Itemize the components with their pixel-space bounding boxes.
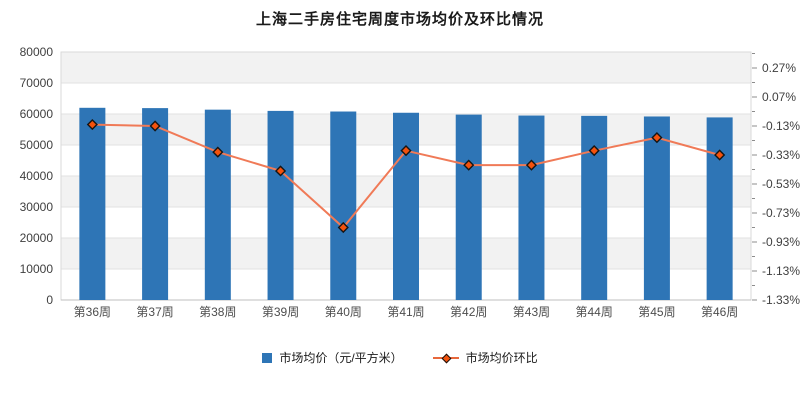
data-point-marker (588, 145, 600, 157)
data-point-marker (149, 120, 161, 132)
secondary-axis-label: 0.27% (762, 61, 796, 75)
bar (142, 108, 169, 300)
data-point-marker (400, 145, 412, 157)
bar (267, 110, 294, 301)
data-point-marker (463, 159, 475, 171)
y-axis-label: 0 (46, 293, 53, 307)
secondary-axis-label: 0.07% (762, 90, 796, 104)
secondary-axis-label: -0.13% (762, 119, 800, 133)
y-axis-label: 50000 (20, 138, 54, 152)
y-axis-label: 30000 (20, 200, 54, 214)
x-axis-label: 第45周 (638, 305, 675, 319)
x-axis-label: 第37周 (136, 305, 173, 319)
bar (330, 111, 357, 301)
x-axis-label: 第39周 (262, 305, 299, 319)
y-axis-label: 40000 (20, 169, 54, 183)
plot-band (61, 52, 751, 83)
secondary-axis-label: -1.13% (762, 264, 800, 278)
x-axis-label: 第41周 (387, 305, 424, 319)
chart-canvas: 80000 70000 60000 50000 40000 30000 20000 10000… (20, 45, 800, 319)
plot-band (61, 83, 751, 114)
x-axis-label: 第36周 (74, 305, 111, 319)
x-axis-label: 第46周 (701, 305, 738, 319)
legend-label-price: 市场均价（元/平方米） (279, 351, 403, 365)
data-point-marker (651, 132, 663, 144)
y-axis-label: 60000 (20, 107, 54, 121)
legend-label-wow: 市场均价环比 (465, 351, 538, 365)
bar (643, 116, 670, 300)
bar (581, 115, 608, 300)
secondary-axis-label: -0.73% (762, 206, 800, 220)
secondary-axis-label: -1.33% (762, 293, 800, 307)
bar-series-swatch-icon (262, 352, 273, 363)
y-axis-label: 10000 (20, 262, 54, 276)
x-axis-label: 第42周 (450, 305, 487, 319)
secondary-axis-label: -0.53% (762, 177, 800, 191)
line-series-swatch-icon (432, 353, 459, 363)
secondary-axis-label: -0.33% (762, 148, 800, 162)
y-axis-label: 80000 (20, 45, 54, 59)
x-axis-label: 第38周 (199, 305, 236, 319)
y-axis-label: 70000 (20, 76, 54, 90)
bar (393, 112, 419, 300)
bar (518, 115, 545, 300)
legend: 市场均价（元/平方米） 市场均价环比 (0, 349, 800, 366)
data-point-marker (337, 221, 349, 234)
legend-item-price: 市场均价（元/平方米） (262, 349, 403, 366)
data-point-marker (714, 149, 726, 161)
y-axis-label: 20000 (20, 231, 54, 245)
bar (79, 107, 106, 300)
chart-title: 上海二手房住宅周度市场均价及环比情况 (255, 11, 544, 28)
data-point-marker (86, 118, 98, 131)
x-axis-label: 第40周 (325, 305, 362, 319)
x-axis-label: 第44周 (576, 305, 613, 319)
legend-item-wow: 市场均价环比 (432, 349, 538, 366)
bar (204, 109, 231, 300)
data-point-marker (212, 146, 224, 158)
secondary-axis-label: -0.93% (762, 235, 800, 249)
data-point-marker (274, 165, 287, 177)
bar (706, 117, 733, 300)
data-point-marker (525, 159, 538, 171)
x-axis-label: 第43周 (513, 305, 550, 319)
bar (455, 114, 482, 301)
